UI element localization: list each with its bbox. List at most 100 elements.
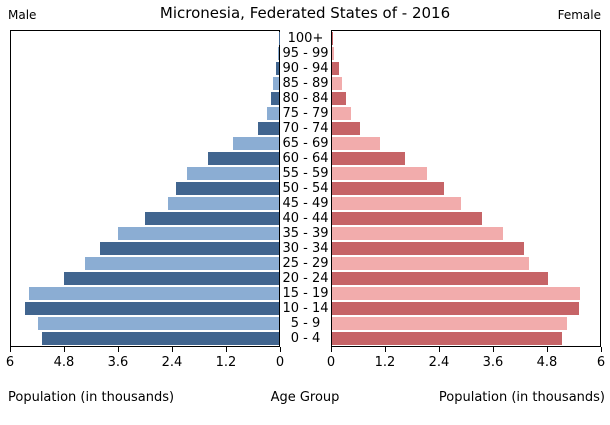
female-row-60-64 xyxy=(332,151,600,166)
male-row-95-99 xyxy=(11,46,279,61)
age-label-75-79: 75 - 79 xyxy=(282,106,329,121)
male-bar-95-99 xyxy=(277,47,279,60)
male-bar-35-39 xyxy=(117,227,279,240)
age-label-40-44: 40 - 44 xyxy=(282,211,329,226)
female-row-85-89 xyxy=(332,76,600,91)
female-row-45-49 xyxy=(332,196,600,211)
male-row-10-14 xyxy=(11,301,279,316)
female-row-15-19 xyxy=(332,286,600,301)
age-label-20-24: 20 - 24 xyxy=(282,271,329,286)
male-row-0-4 xyxy=(11,331,279,346)
female-bar-95-99 xyxy=(332,47,335,60)
male-row-60-64 xyxy=(11,151,279,166)
female-bar-90-94 xyxy=(332,62,340,75)
female-axis-tick-label-2.4: 2.4 xyxy=(428,355,450,370)
female-row-80-84 xyxy=(332,91,600,106)
male-bar-65-69 xyxy=(233,137,279,150)
male-row-35-39 xyxy=(11,226,279,241)
age-label-100plus: 100+ xyxy=(287,31,324,46)
female-plot xyxy=(331,30,601,347)
male-row-65-69 xyxy=(11,136,279,151)
male-row-5-9 xyxy=(11,316,279,331)
male-row-50-54 xyxy=(11,181,279,196)
chart-header: Male Micronesia, Federated States of - 2… xyxy=(0,0,610,30)
female-x-axis-label: Population (in thousands) xyxy=(438,390,605,405)
male-bar-40-44 xyxy=(145,212,279,225)
axis-gap xyxy=(280,347,331,387)
female-bar-50-54 xyxy=(332,182,444,195)
female-bar-0-4 xyxy=(332,332,563,345)
female-axis-tick-label-3.6: 3.6 xyxy=(482,355,504,370)
female-row-40-44 xyxy=(332,211,600,226)
male-axis-tick-label-3.6: 3.6 xyxy=(107,355,129,370)
male-x-axis-label: Population (in thousands) xyxy=(8,390,175,405)
male-row-45-49 xyxy=(11,196,279,211)
male-row-75-79 xyxy=(11,106,279,121)
age-label-55-59: 55 - 59 xyxy=(282,166,329,181)
female-bar-80-84 xyxy=(332,92,346,105)
male-axis-tick-label-1.2: 1.2 xyxy=(215,355,237,370)
female-bar-5-9 xyxy=(332,317,568,330)
male-axis-tick-6 xyxy=(9,347,11,352)
male-axis-tick-label-4.8: 4.8 xyxy=(53,355,75,370)
male-bar-75-79 xyxy=(266,107,279,120)
female-axis-tick-2.4 xyxy=(438,347,440,352)
female-bar-60-64 xyxy=(332,152,406,165)
male-row-15-19 xyxy=(11,286,279,301)
female-axis-tick-4.8 xyxy=(546,347,548,352)
female-row-55-59 xyxy=(332,166,600,181)
female-axis-tick-label-0: 0 xyxy=(326,355,336,370)
male-bar-85-89 xyxy=(273,77,279,90)
female-row-65-69 xyxy=(332,136,600,151)
female-axis-tick-label-4.8: 4.8 xyxy=(536,355,558,370)
female-bar-45-49 xyxy=(332,197,462,210)
male-row-40-44 xyxy=(11,211,279,226)
male-bar-5-9 xyxy=(37,317,279,330)
male-axis-tick-4.8 xyxy=(63,347,65,352)
male-row-80-84 xyxy=(11,91,279,106)
male-bar-90-94 xyxy=(276,62,279,75)
female-row-25-29 xyxy=(332,256,600,271)
female-row-10-14 xyxy=(332,301,600,316)
female-bar-65-69 xyxy=(332,137,380,150)
chart-title: Micronesia, Federated States of - 2016 xyxy=(159,4,451,22)
male-bar-80-84 xyxy=(270,92,279,105)
male-axis-tick-label-2.4: 2.4 xyxy=(161,355,183,370)
female-row-75-79 xyxy=(332,106,600,121)
female-bar-30-34 xyxy=(332,242,525,255)
male-row-30-34 xyxy=(11,241,279,256)
male-row-25-29 xyxy=(11,256,279,271)
age-label-65-69: 65 - 69 xyxy=(282,136,329,151)
female-bar-85-89 xyxy=(332,77,342,90)
male-axis-tick-2.4 xyxy=(171,347,173,352)
age-label-60-64: 60 - 64 xyxy=(282,151,329,166)
male-bar-60-64 xyxy=(208,152,279,165)
female-axis-tick-6 xyxy=(600,347,602,352)
male-row-20-24 xyxy=(11,271,279,286)
female-row-0-4 xyxy=(332,331,600,346)
male-axis-tick-3.6 xyxy=(117,347,119,352)
male-bar-10-14 xyxy=(24,302,279,315)
male-side-title: Male xyxy=(8,8,37,22)
female-axis-tick-3.6 xyxy=(492,347,494,352)
age-label-85-89: 85 - 89 xyxy=(282,76,329,91)
female-bar-20-24 xyxy=(332,272,549,285)
female-x-axis: 0 1.2 2.4 3.6 4.8 6 xyxy=(327,347,605,387)
female-row-70-74 xyxy=(332,121,600,136)
female-axis-tick-1.2 xyxy=(384,347,386,352)
male-row-90-94 xyxy=(11,61,279,76)
female-row-95-99 xyxy=(332,46,600,61)
chart-band: 100+ 95 - 99 90 - 94 85 - 89 80 - 84 75 - 79 7… xyxy=(10,30,601,347)
male-axis-tick-label-0: 0 xyxy=(275,355,285,370)
female-bar-25-29 xyxy=(332,257,530,270)
female-axis-tick-label-6: 6 xyxy=(596,355,606,370)
male-bar-55-59 xyxy=(187,167,279,180)
female-bar-55-59 xyxy=(332,167,428,180)
age-label-80-84: 80 - 84 xyxy=(282,91,329,106)
male-axis-tick-1.2 xyxy=(225,347,227,352)
female-bar-100plus xyxy=(332,32,334,45)
age-label-15-19: 15 - 19 xyxy=(282,286,329,301)
female-row-5-9 xyxy=(332,316,600,331)
male-axis-tick-label-6: 6 xyxy=(5,355,15,370)
